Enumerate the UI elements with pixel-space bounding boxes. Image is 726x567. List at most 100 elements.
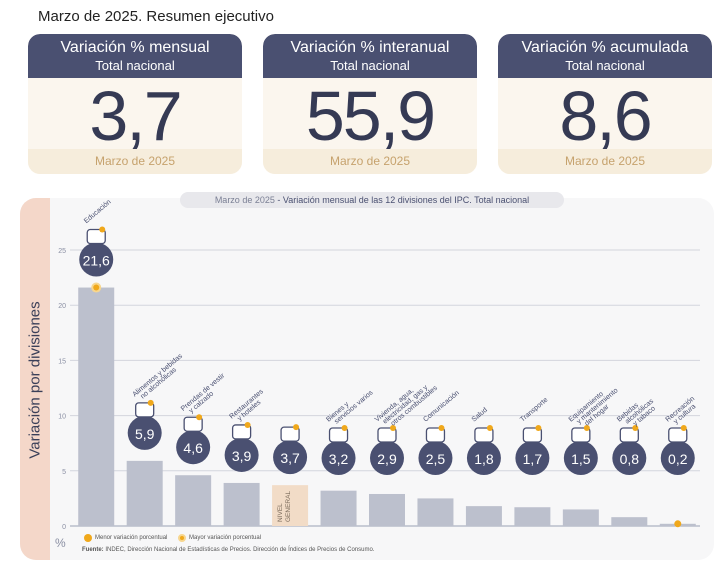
min-marker [674,520,682,528]
category-label: GENERAL [285,491,292,522]
comb-icon-accent [341,425,348,431]
clothes-icon-accent [196,414,203,421]
food-icon [135,402,155,418]
data-label: 2,9 [377,451,397,467]
beach-icon-accent [680,425,687,431]
kpi-header: Variación % mensual Total nacional [28,34,242,78]
phone-icon-accent [438,425,445,431]
kpi-header: Variación % acumulada Total nacional [498,34,712,78]
value-circle [176,430,211,465]
value-badge [612,441,647,475]
category-label: Prendas de vestir [180,372,227,413]
data-label: 3,9 [232,448,252,464]
value-badge [273,440,308,475]
legend-min-dot [84,534,92,542]
value-badge [466,441,501,475]
kpi-date: Marzo de 2025 [498,149,712,174]
chart-title: Marzo de 2025 - Variación mensual de las… [180,192,564,208]
y-tick-label: 0 [62,524,66,531]
bar [126,460,163,526]
phone-icon [425,427,446,443]
value-circle [612,441,647,475]
data-label: 3,2 [329,451,349,467]
legend-max-label: Mayor variación porcentual [189,535,262,541]
comb-icon [328,427,349,443]
y-tick-label: 5 [62,469,66,476]
value-badge [127,415,162,450]
shopping-basket-icon-accent [293,424,300,431]
bus-icon [522,427,543,443]
bar [417,498,454,526]
lightbulb-icon [377,427,397,443]
kpi-sublabel: Total nacional [565,58,645,73]
legend-min-label: Menor variación porcentual [95,535,168,541]
kpi-card-accumulated: Variación % acumulada Total nacional 8,6… [498,34,712,174]
bar [223,482,260,526]
data-label: 3,7 [280,450,300,466]
data-label: 5,9 [135,426,155,442]
max-marker [93,284,100,291]
category-label: Alimentos y bebidas [131,352,184,398]
data-label: 21,6 [83,253,110,269]
kpi-sublabel: Total nacional [330,58,410,73]
value-badge [418,441,453,475]
drinks-icon [619,427,639,443]
legend-min: Menor variación porcentual [84,534,167,542]
data-label: 0,8 [620,451,640,467]
y-tick-label: 10 [58,414,66,421]
clothes-icon [183,416,203,432]
kpi-value: 8,6 [559,77,652,155]
bar [611,517,648,526]
page-title: Marzo de 2025. Resumen ejecutivo [38,8,274,25]
data-label: 1,5 [571,451,591,467]
air-conditioner-icon-accent [583,425,590,431]
data-label: 2,5 [426,451,446,467]
legend-max: Mayor variación porcentual [178,534,261,542]
y-tick-label: 25 [58,248,66,255]
bar [369,493,405,526]
value-circle [515,441,550,475]
kpi-value: 55,9 [305,77,436,155]
data-label: 1,7 [523,451,543,467]
bar [175,475,212,526]
category-label: Salud [471,407,489,424]
value-badge [563,441,598,475]
value-circle [273,440,308,475]
value-circle [79,242,114,277]
value-badge [370,441,404,475]
bar [465,506,502,526]
value-circle [563,441,598,475]
chart-title-text: - Variación mensual de las 12 divisiones… [274,195,530,205]
health-icon [474,427,494,443]
value-circle [224,437,259,472]
kpi-card-monthly: Variación % mensual Total nacional 3,7 M… [28,34,242,174]
bar [514,507,551,526]
legend-max-dot [178,534,186,542]
kpi-sublabel: Total nacional [95,58,175,73]
food-icon-accent [147,399,154,406]
bus-icon-accent [535,425,542,431]
data-label: 0,2 [668,451,688,467]
value-circle [321,441,356,475]
restaurant-icon-accent [244,421,251,428]
y-tick-label: 20 [58,303,66,310]
value-badge [176,430,211,465]
chart-side-band [20,198,50,560]
source-note: Fuente: INDEC, Dirección Nacional de Est… [82,547,374,553]
value-badge [224,437,259,472]
book-icon-accent [99,226,106,233]
value-circle [418,441,453,475]
lightbulb-icon-accent [390,425,396,431]
chart-title-date: Marzo de 2025 [214,195,275,205]
value-circle [370,441,404,475]
y-tick-label: 15 [58,358,66,365]
value-circle [466,441,501,475]
value-badge [515,441,550,475]
value-circle [127,415,162,450]
kpi-date: Marzo de 2025 [28,149,242,174]
category-label: NIVEL [277,503,284,522]
kpi-value: 3,7 [89,77,182,155]
value-badge [321,441,356,475]
beach-icon [668,427,688,443]
